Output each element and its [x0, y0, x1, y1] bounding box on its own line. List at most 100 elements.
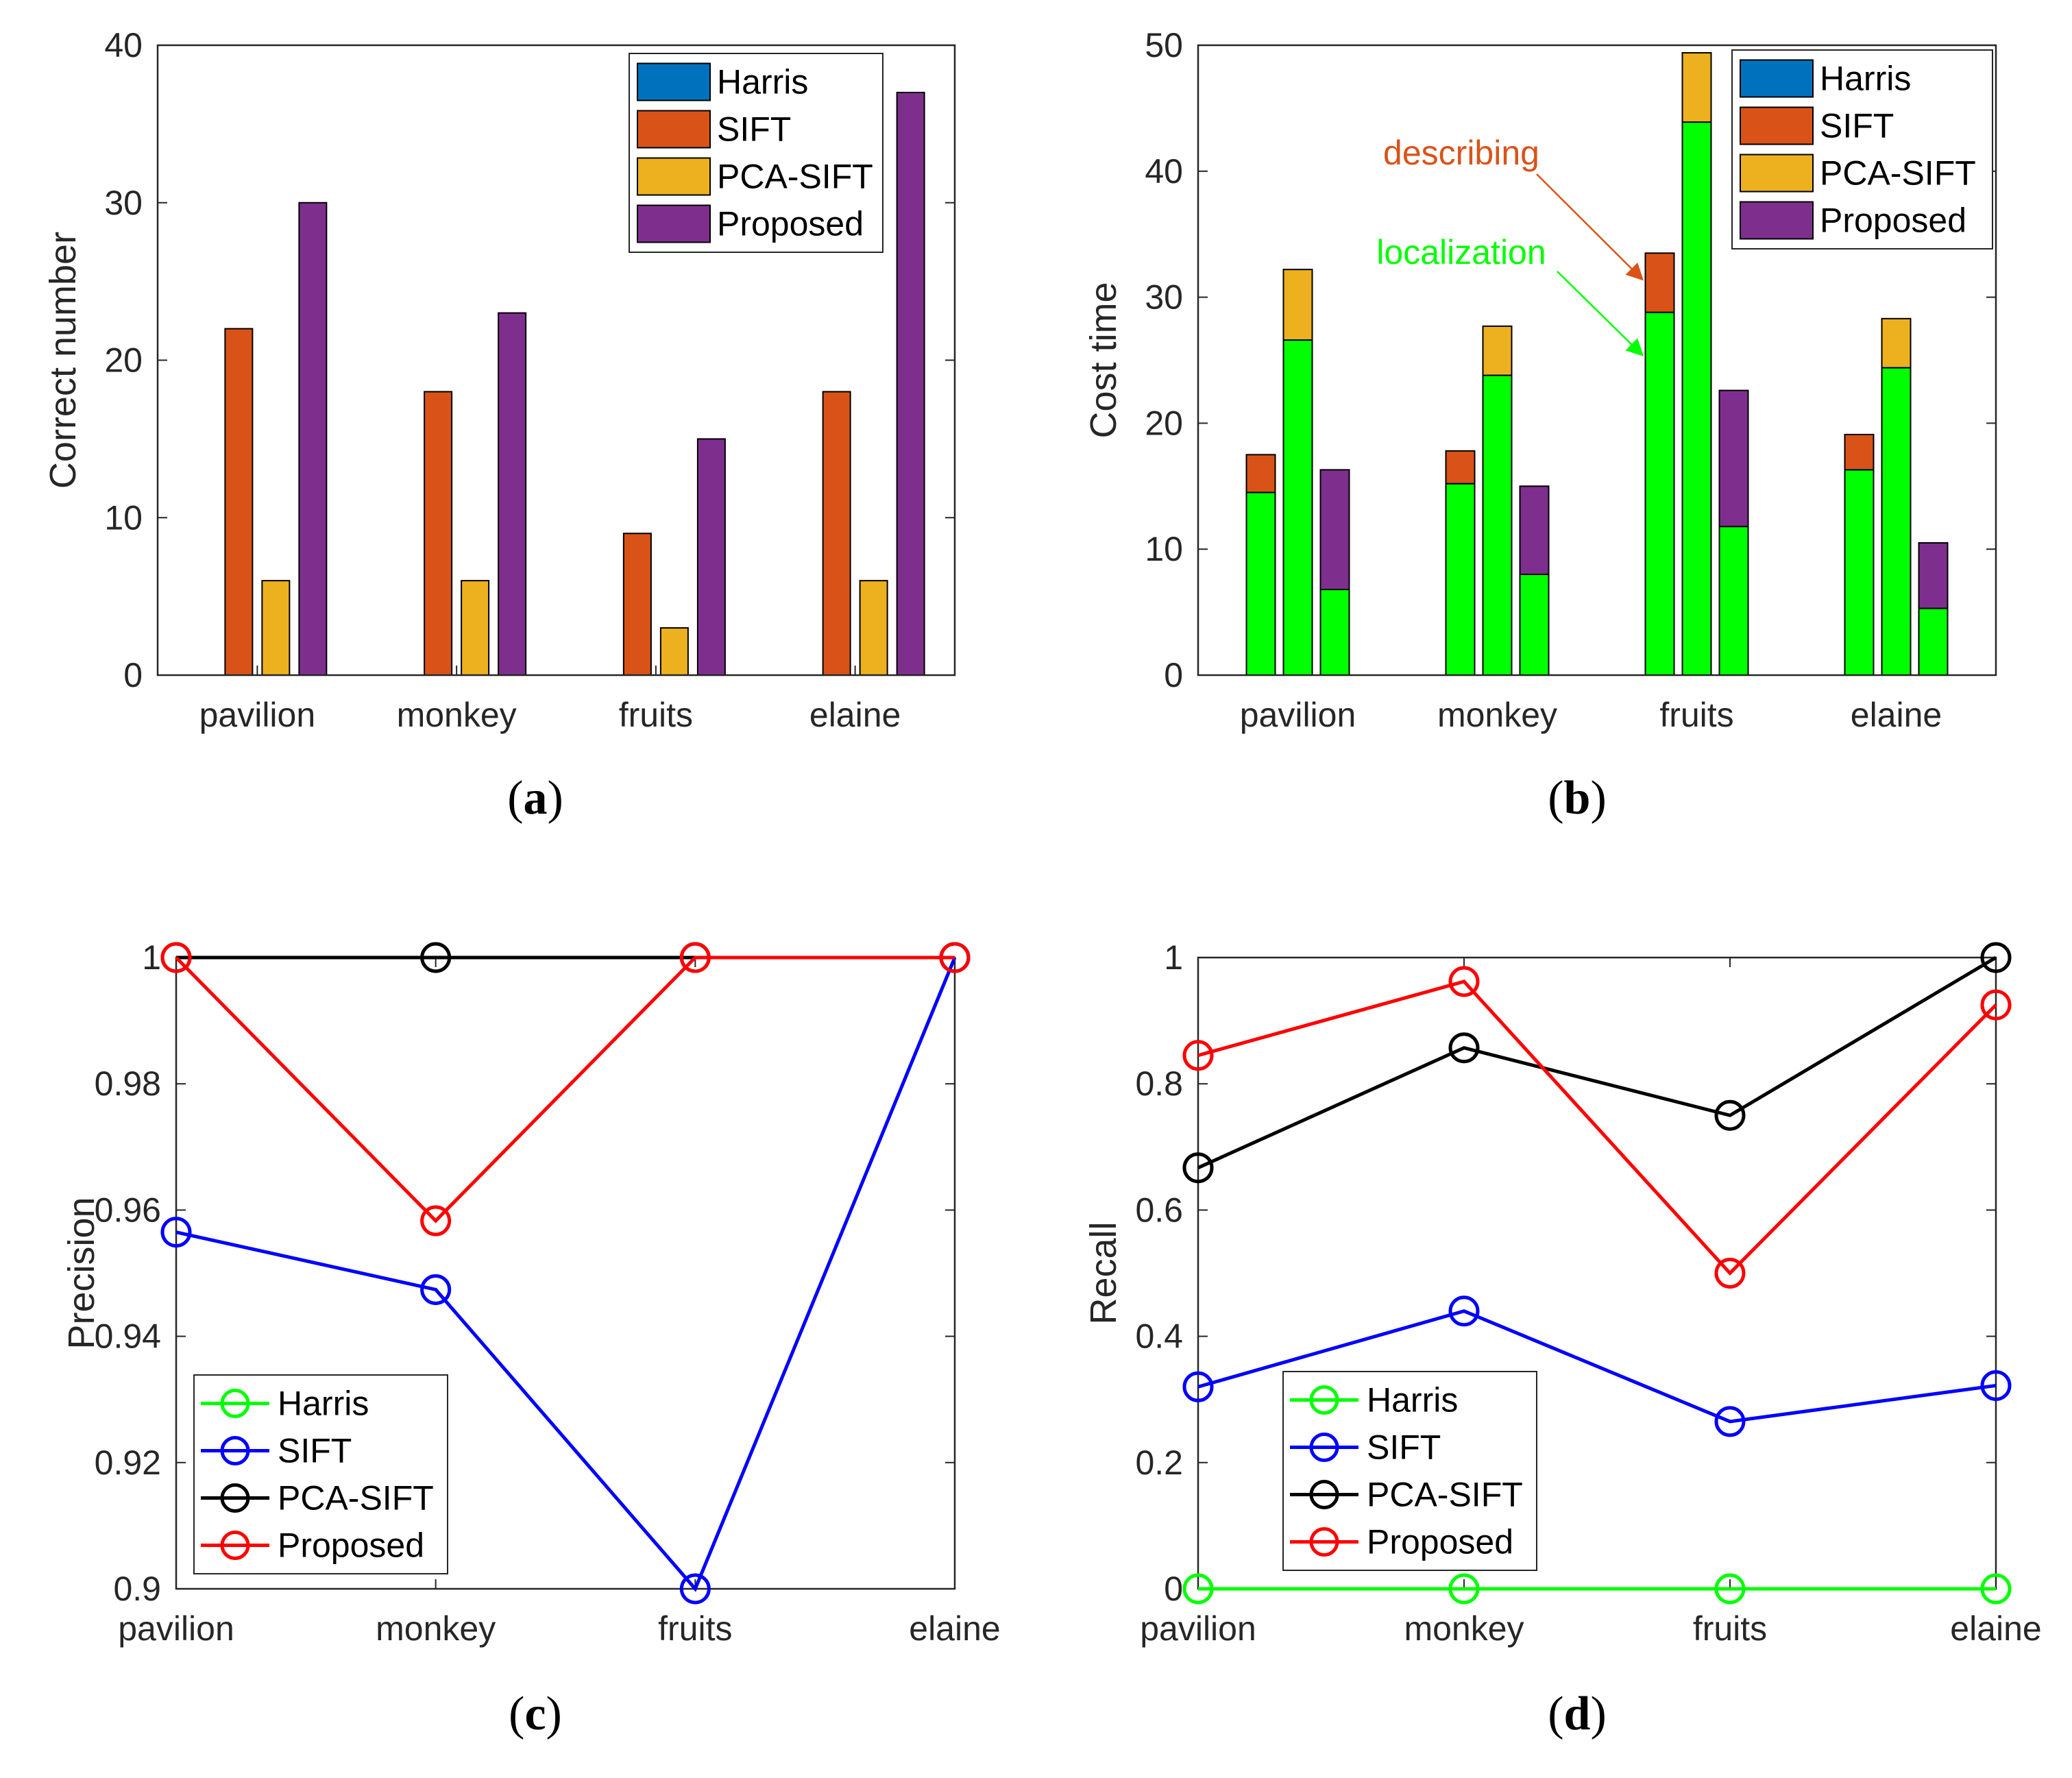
y-axis-label: Correct number — [42, 232, 84, 489]
legend-marker-pca-sift — [1309, 1480, 1339, 1509]
annotation-describing: describing — [1383, 134, 1539, 172]
bar-localization-proposed-monkey — [1519, 573, 1550, 677]
x-tick-label-fruits: fruits — [619, 696, 693, 734]
y-tick-label: 10 — [104, 498, 143, 537]
x-tick-label-elaine: elaine — [909, 1609, 1000, 1648]
y-tick-label: 0.92 — [95, 1444, 161, 1482]
x-tick-label-monkey: monkey — [1437, 696, 1557, 734]
legend-label-proposed: Proposed — [717, 205, 864, 243]
bar-localization-pca-sift-elaine — [1881, 367, 1912, 676]
point-sift — [1182, 1371, 1214, 1402]
y-tick-label: 0.8 — [1135, 1064, 1183, 1103]
legend-swatch-pca-sift — [637, 157, 711, 196]
point-proposed — [160, 942, 192, 973]
legend — [1282, 1371, 1537, 1571]
point-proposed — [939, 942, 971, 973]
point-harris — [1448, 1573, 1480, 1605]
x-tick-label-fruits: fruits — [1659, 696, 1733, 734]
y-tick-label: 0.98 — [95, 1064, 161, 1103]
series-line-sift — [175, 957, 957, 1592]
legend-label-harris: Harris — [1367, 1381, 1458, 1420]
bar-localization-sift-fruits — [1644, 311, 1675, 676]
panel-c: 0.9 0.92 0.94 0.96 0.98 1 Precision pavilion mon… — [61, 938, 1001, 1740]
x-tick-label-pavilion: pavilion — [199, 696, 316, 734]
y-tick-label: 30 — [104, 184, 143, 222]
panel-caption: (b) — [1548, 772, 1607, 825]
bar-describing-proposed-monkey — [1519, 485, 1550, 575]
bar-localization-proposed-pavilion — [1319, 589, 1350, 676]
annotation-localization: localization — [1376, 233, 1546, 271]
series-line-proposed — [1197, 979, 1997, 1276]
legend-marker-sift — [1309, 1433, 1339, 1462]
x-tick-label-fruits: fruits — [1693, 1609, 1767, 1648]
panel-d: 0 0.2 0.4 0.6 0.8 1 Recall pavilion monkey fruits… — [1083, 938, 2042, 1740]
panel-a: 0 10 20 30 40 Correct number pavilion monkey fru… — [42, 26, 956, 825]
bar-proposed-pavilion — [298, 202, 328, 676]
x-tick-label-monkey: monkey — [376, 1609, 496, 1648]
panel-caption: (d) — [1548, 1688, 1607, 1740]
y-tick-label: 0.2 — [1135, 1444, 1183, 1482]
x-tick-label-elaine: elaine — [1950, 1609, 2041, 1648]
legend-label-proposed: Proposed — [278, 1526, 424, 1565]
point-pca-sift — [420, 942, 452, 973]
y-tick-label: 0.9 — [113, 1570, 161, 1608]
point-harris — [1714, 1573, 1746, 1605]
bar-describing-proposed-pavilion — [1319, 469, 1350, 591]
bar-describing-sift-fruits — [1644, 252, 1675, 313]
point-pca-sift — [1980, 942, 2012, 973]
y-tick-label: 0.4 — [1135, 1317, 1183, 1356]
bar-localization-sift-elaine — [1844, 469, 1875, 676]
legend-marker-proposed — [1309, 1527, 1339, 1557]
panel-caption: (a) — [507, 772, 563, 825]
bar-proposed-monkey — [498, 312, 527, 676]
bar-describing-pca-sift-pavilion — [1282, 269, 1313, 341]
legend-label-harris: Harris — [278, 1385, 369, 1423]
y-tick-label: 10 — [1145, 530, 1183, 568]
point-pca-sift — [1714, 1099, 1746, 1131]
y-tick-label: 0.6 — [1135, 1191, 1183, 1229]
x-tick-label-fruits: fruits — [658, 1609, 732, 1648]
legend-label-proposed: Proposed — [1367, 1523, 1513, 1561]
y-tick-label: 40 — [104, 26, 143, 64]
bar-localization-pca-sift-monkey — [1482, 374, 1513, 677]
x-tick-label-monkey: monkey — [397, 696, 517, 734]
bar-describing-sift-monkey — [1445, 450, 1476, 485]
legend-swatch-sift — [1740, 106, 1814, 145]
y-axis-label: Cost time — [1083, 282, 1124, 438]
annotation-describing-arrow — [1536, 173, 1644, 281]
legend-marker-harris — [1309, 1385, 1339, 1415]
legend-marker-harris — [220, 1389, 250, 1418]
point-proposed — [1980, 989, 2012, 1021]
bar-localization-proposed-fruits — [1718, 526, 1749, 677]
legend-swatch-proposed — [1740, 201, 1814, 240]
y-tick-label: 20 — [104, 341, 143, 380]
legend-marker-pca-sift — [220, 1483, 250, 1513]
bar-pca-sift-pavilion — [261, 580, 291, 677]
series-line-sift — [1197, 1309, 1997, 1424]
legend-swatch-proposed — [637, 204, 711, 243]
point-harris — [1980, 1573, 2012, 1605]
bar-localization-sift-pavilion — [1245, 491, 1276, 676]
y-tick-label: 1 — [1164, 938, 1183, 977]
y-tick-label: 0.94 — [95, 1317, 161, 1356]
y-axis-label: Recall — [1083, 1221, 1124, 1324]
point-sift — [1714, 1406, 1746, 1437]
legend-swatch-harris — [1740, 59, 1814, 98]
bar-describing-pca-sift-elaine — [1881, 317, 1912, 369]
legend-label-pca-sift: PCA-SIFT — [278, 1479, 434, 1518]
legend-marker-proposed — [220, 1531, 250, 1560]
y-tick-label: 0 — [1164, 1570, 1183, 1608]
bar-sift-elaine — [822, 391, 851, 676]
point-sift — [1980, 1369, 2012, 1401]
legend-label-sift: SIFT — [1820, 107, 1894, 145]
axes-box — [1197, 44, 1997, 677]
y-tick-label: 40 — [1145, 152, 1183, 191]
legend-label-sift: SIFT — [717, 110, 791, 149]
panel-b: 0 10 20 30 40 50 Cost time pavilion monkey fruits… — [1083, 26, 1997, 825]
bar-localization-pca-sift-fruits — [1681, 121, 1712, 677]
legend — [193, 1374, 448, 1574]
bar-describing-pca-sift-monkey — [1482, 325, 1513, 376]
point-sift — [679, 1573, 711, 1605]
y-tick-label: 1 — [142, 938, 161, 977]
point-proposed — [1182, 1040, 1214, 1071]
